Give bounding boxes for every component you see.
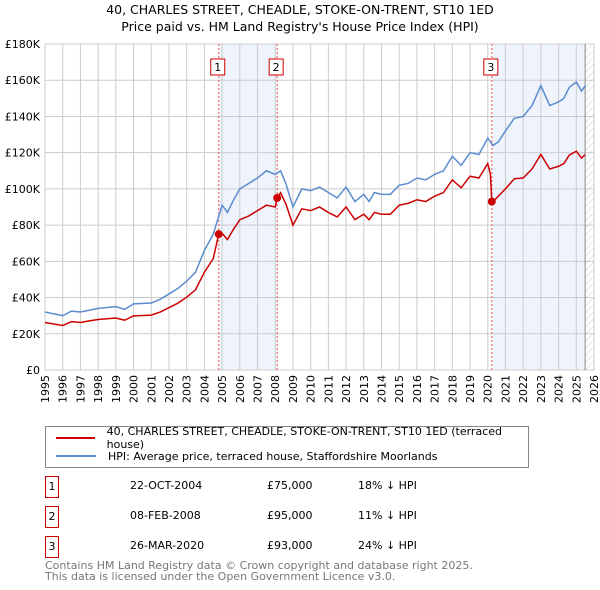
x-tick-label: 1998 <box>92 375 105 403</box>
x-tick-label: 2022 <box>517 375 530 403</box>
legend-item-price: 40, CHARLES STREET, CHEADLE, STOKE-ON-TR… <box>56 425 528 451</box>
x-tick-label: 2014 <box>375 375 388 403</box>
x-tick-label: 2011 <box>322 375 335 403</box>
x-tick-label: 2008 <box>269 375 282 403</box>
y-tick-label: £60K <box>12 255 41 268</box>
legend-item-hpi: HPI: Average price, terraced house, Staf… <box>56 448 437 464</box>
chart: 1995 1996 1997 1998 1999 2000 2001 2002 2003 2004… <box>5 38 600 403</box>
sale-price: £93,000 <box>267 539 313 552</box>
y-tick-label: £100K <box>5 183 41 196</box>
sale-date: 22-OCT-2004 <box>130 479 203 492</box>
footer-line: Contains HM Land Registry data © Crown c… <box>45 559 473 572</box>
x-tick-label: 2005 <box>216 375 229 403</box>
y-tick-label: £180K <box>5 38 41 51</box>
y-tick-label: £0 <box>26 364 40 377</box>
x-tick-label: 2013 <box>358 375 371 403</box>
x-tick-label: 2001 <box>145 375 158 403</box>
chart-subtitle: Price paid vs. HM Land Registry's House … <box>121 19 479 34</box>
y-tick-label: £140K <box>5 110 41 123</box>
legend-label: HPI: Average price, terraced house, Staf… <box>108 449 438 463</box>
x-tick-label: 2015 <box>393 375 406 403</box>
sale-label: 3 <box>487 61 494 74</box>
sale-label: 2 <box>273 61 280 74</box>
x-tick-label: 2002 <box>163 375 176 403</box>
chart-title: 40, CHARLES STREET, CHEADLE, STOKE-ON-TR… <box>106 2 494 17</box>
sale-marker: 1 <box>45 476 59 498</box>
sale-point <box>273 193 282 202</box>
sale-hpi: 18% ↓ HPI <box>358 479 417 492</box>
sale-row: 1 22-OCT-2004 £75,000 18% ↓ HPI <box>45 476 565 498</box>
x-tick-label: 2006 <box>234 375 247 403</box>
sale-row: 2 08-FEB-2008 £95,000 11% ↓ HPI <box>45 506 565 528</box>
x-tick-label: 2007 <box>252 375 265 403</box>
sale-point <box>214 230 223 239</box>
sale-label-box <box>210 58 226 76</box>
x-tick-label: 2024 <box>553 375 566 403</box>
x-tick-label: 2026 <box>588 375 600 403</box>
x-tick-label: 2021 <box>499 375 512 403</box>
x-tick-label: 2000 <box>128 375 141 403</box>
x-tick-label: 2003 <box>181 375 194 403</box>
x-tick-label: 1996 <box>57 375 70 403</box>
y-tick-label: £20K <box>12 328 41 341</box>
legend: 40, CHARLES STREET, CHEADLE, STOKE-ON-TR… <box>45 425 529 468</box>
forecast-hatch <box>585 44 594 370</box>
hpi-line <box>44 80 586 317</box>
x-tick-label: 2012 <box>340 375 353 403</box>
shaded-range <box>491 44 586 370</box>
x-tick-label: 1999 <box>110 375 123 403</box>
legend-swatch <box>56 437 95 439</box>
x-tick-label: 2023 <box>535 375 548 403</box>
sale-marker: 2 <box>45 506 59 528</box>
sale-price: £75,000 <box>267 479 313 492</box>
footer-line: This data is licensed under the Open Gov… <box>45 570 396 583</box>
legend-label: 40, CHARLES STREET, CHEADLE, STOKE-ON-TR… <box>106 425 502 451</box>
sale-marker: 3 <box>45 536 59 558</box>
x-tick-label: 2016 <box>411 375 424 403</box>
y-tick-label: £40K <box>12 292 41 305</box>
x-tick-label: 1997 <box>74 375 87 403</box>
sale-point <box>487 197 496 206</box>
sale-label: 1 <box>214 61 221 74</box>
price-line <box>44 150 586 327</box>
legend-swatch <box>56 455 96 457</box>
sale-price: £95,000 <box>267 509 313 522</box>
x-tick-label: 2018 <box>446 375 459 403</box>
shaded-range <box>218 44 278 370</box>
y-tick-label: £120K <box>5 147 41 160</box>
footer: Contains HM Land Registry data © Crown c… <box>45 560 473 582</box>
x-tick-label: 2017 <box>429 375 442 403</box>
sale-hpi: 11% ↓ HPI <box>358 509 417 522</box>
x-tick-label: 2009 <box>287 375 300 403</box>
sale-date: 26-MAR-2020 <box>130 539 205 552</box>
x-tick-label: 2004 <box>198 375 211 403</box>
sale-hpi: 24% ↓ HPI <box>358 539 417 552</box>
sale-label-box <box>268 58 284 76</box>
sale-row: 3 26-MAR-2020 £93,000 24% ↓ HPI <box>45 536 565 558</box>
x-tick-label: 2019 <box>464 375 477 403</box>
x-tick-label: 2025 <box>570 375 583 403</box>
sale-label-box <box>483 58 499 76</box>
y-tick-label: £80K <box>12 219 41 232</box>
x-tick-label: 1995 <box>39 375 52 403</box>
sale-date: 08-FEB-2008 <box>130 509 201 522</box>
x-tick-label: 2010 <box>305 375 318 403</box>
y-tick-label: £160K <box>5 74 41 87</box>
x-tick-label: 2020 <box>482 375 495 403</box>
